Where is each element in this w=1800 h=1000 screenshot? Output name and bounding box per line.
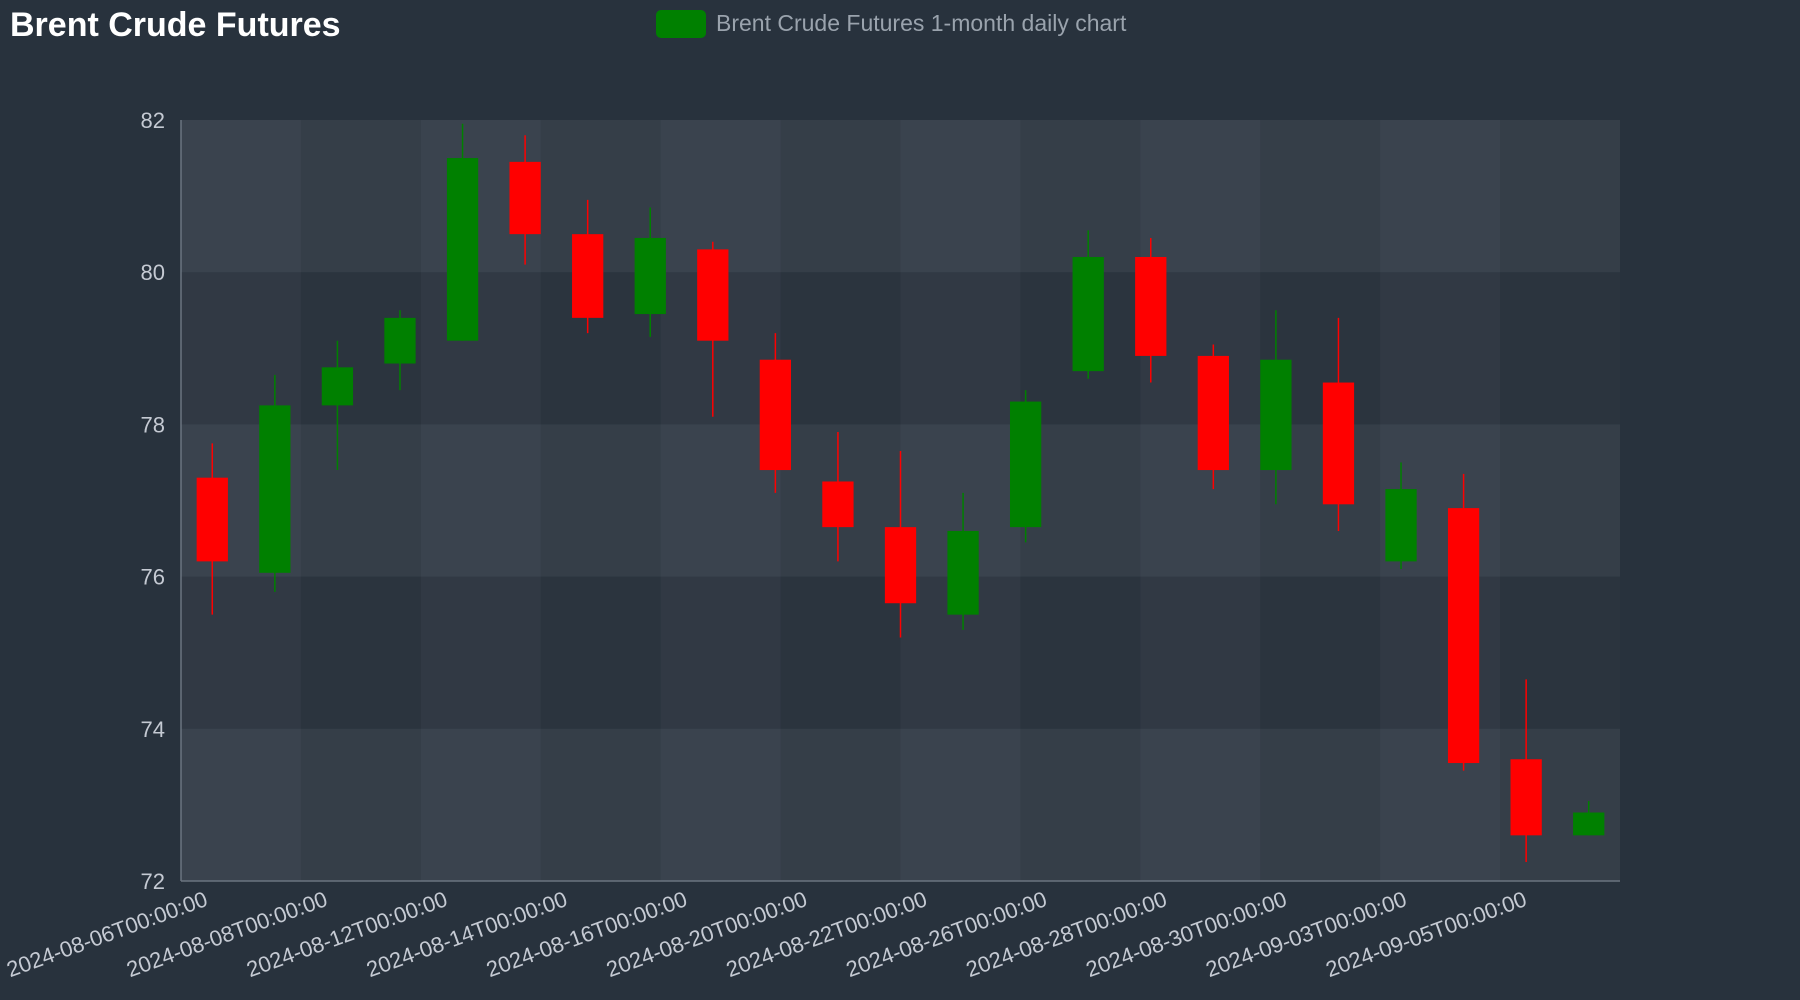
candle[interactable] — [572, 199, 604, 334]
y-tick-label: 78 — [141, 412, 165, 437]
candle-body — [446, 158, 479, 341]
candle[interactable] — [1260, 310, 1292, 505]
candle[interactable] — [1447, 473, 1480, 771]
candle[interactable] — [1197, 344, 1229, 490]
y-tick-label: 74 — [141, 717, 165, 742]
legend-swatch[interactable] — [656, 10, 706, 38]
candle[interactable] — [759, 333, 792, 493]
candle[interactable] — [1573, 801, 1605, 836]
candle[interactable] — [446, 123, 479, 341]
chart-title: Brent Crude Futures — [10, 6, 341, 44]
y-tick-label: 76 — [141, 565, 165, 590]
candles — [196, 123, 1605, 862]
candle[interactable] — [259, 374, 291, 592]
y-tick-label: 82 — [141, 108, 165, 133]
candle[interactable] — [947, 492, 979, 630]
candle-body — [884, 527, 917, 604]
candle-body — [1322, 382, 1355, 505]
candle[interactable] — [384, 310, 416, 391]
horizontal-band — [181, 272, 1620, 425]
candle[interactable] — [884, 451, 917, 638]
candle[interactable] — [697, 241, 729, 417]
vertical-band — [661, 120, 781, 881]
candle[interactable] — [1322, 317, 1355, 531]
candle[interactable] — [509, 135, 541, 265]
candle-body — [321, 367, 354, 406]
candle-body — [1135, 256, 1167, 356]
candle[interactable] — [1385, 462, 1417, 569]
candle-body — [947, 530, 979, 615]
legend-label[interactable]: Brent Crude Futures 1-month daily chart — [716, 10, 1127, 36]
candle-body — [259, 405, 291, 573]
candle-body — [634, 237, 666, 315]
candle[interactable] — [1135, 237, 1167, 383]
candle-body — [697, 249, 729, 341]
horizontal-band — [181, 728, 1620, 881]
candle-body — [1197, 355, 1229, 471]
candle-body — [1072, 256, 1104, 372]
candle[interactable] — [634, 207, 666, 337]
candle[interactable] — [822, 432, 854, 562]
candle-body — [1573, 812, 1605, 836]
y-tick-labels: 72 74 76 78 80 82 — [141, 108, 165, 894]
y-tick-label: 72 — [141, 869, 165, 894]
vertical-band — [301, 120, 421, 881]
candle-body — [822, 481, 854, 528]
candle[interactable] — [1072, 230, 1104, 379]
candle[interactable] — [1510, 679, 1542, 862]
candle-body — [1447, 508, 1480, 764]
candle-body — [1009, 401, 1042, 528]
candle[interactable] — [321, 340, 354, 471]
axis-layer — [180, 120, 1620, 882]
candle-body — [196, 477, 228, 562]
candle-body — [1260, 359, 1292, 471]
candle-body — [384, 317, 416, 364]
candle-body — [509, 161, 541, 235]
vertical-band — [1260, 120, 1380, 881]
vertical-band — [1140, 120, 1260, 881]
candle-body — [1385, 489, 1417, 562]
candle-body — [572, 234, 604, 318]
candle-body — [1510, 759, 1542, 836]
vertical-band — [901, 120, 1021, 881]
candle-body — [759, 359, 792, 471]
y-tick-label: 80 — [141, 260, 165, 285]
candle[interactable] — [1009, 390, 1042, 543]
horizontal-band — [181, 120, 1620, 273]
candle[interactable] — [196, 443, 228, 615]
